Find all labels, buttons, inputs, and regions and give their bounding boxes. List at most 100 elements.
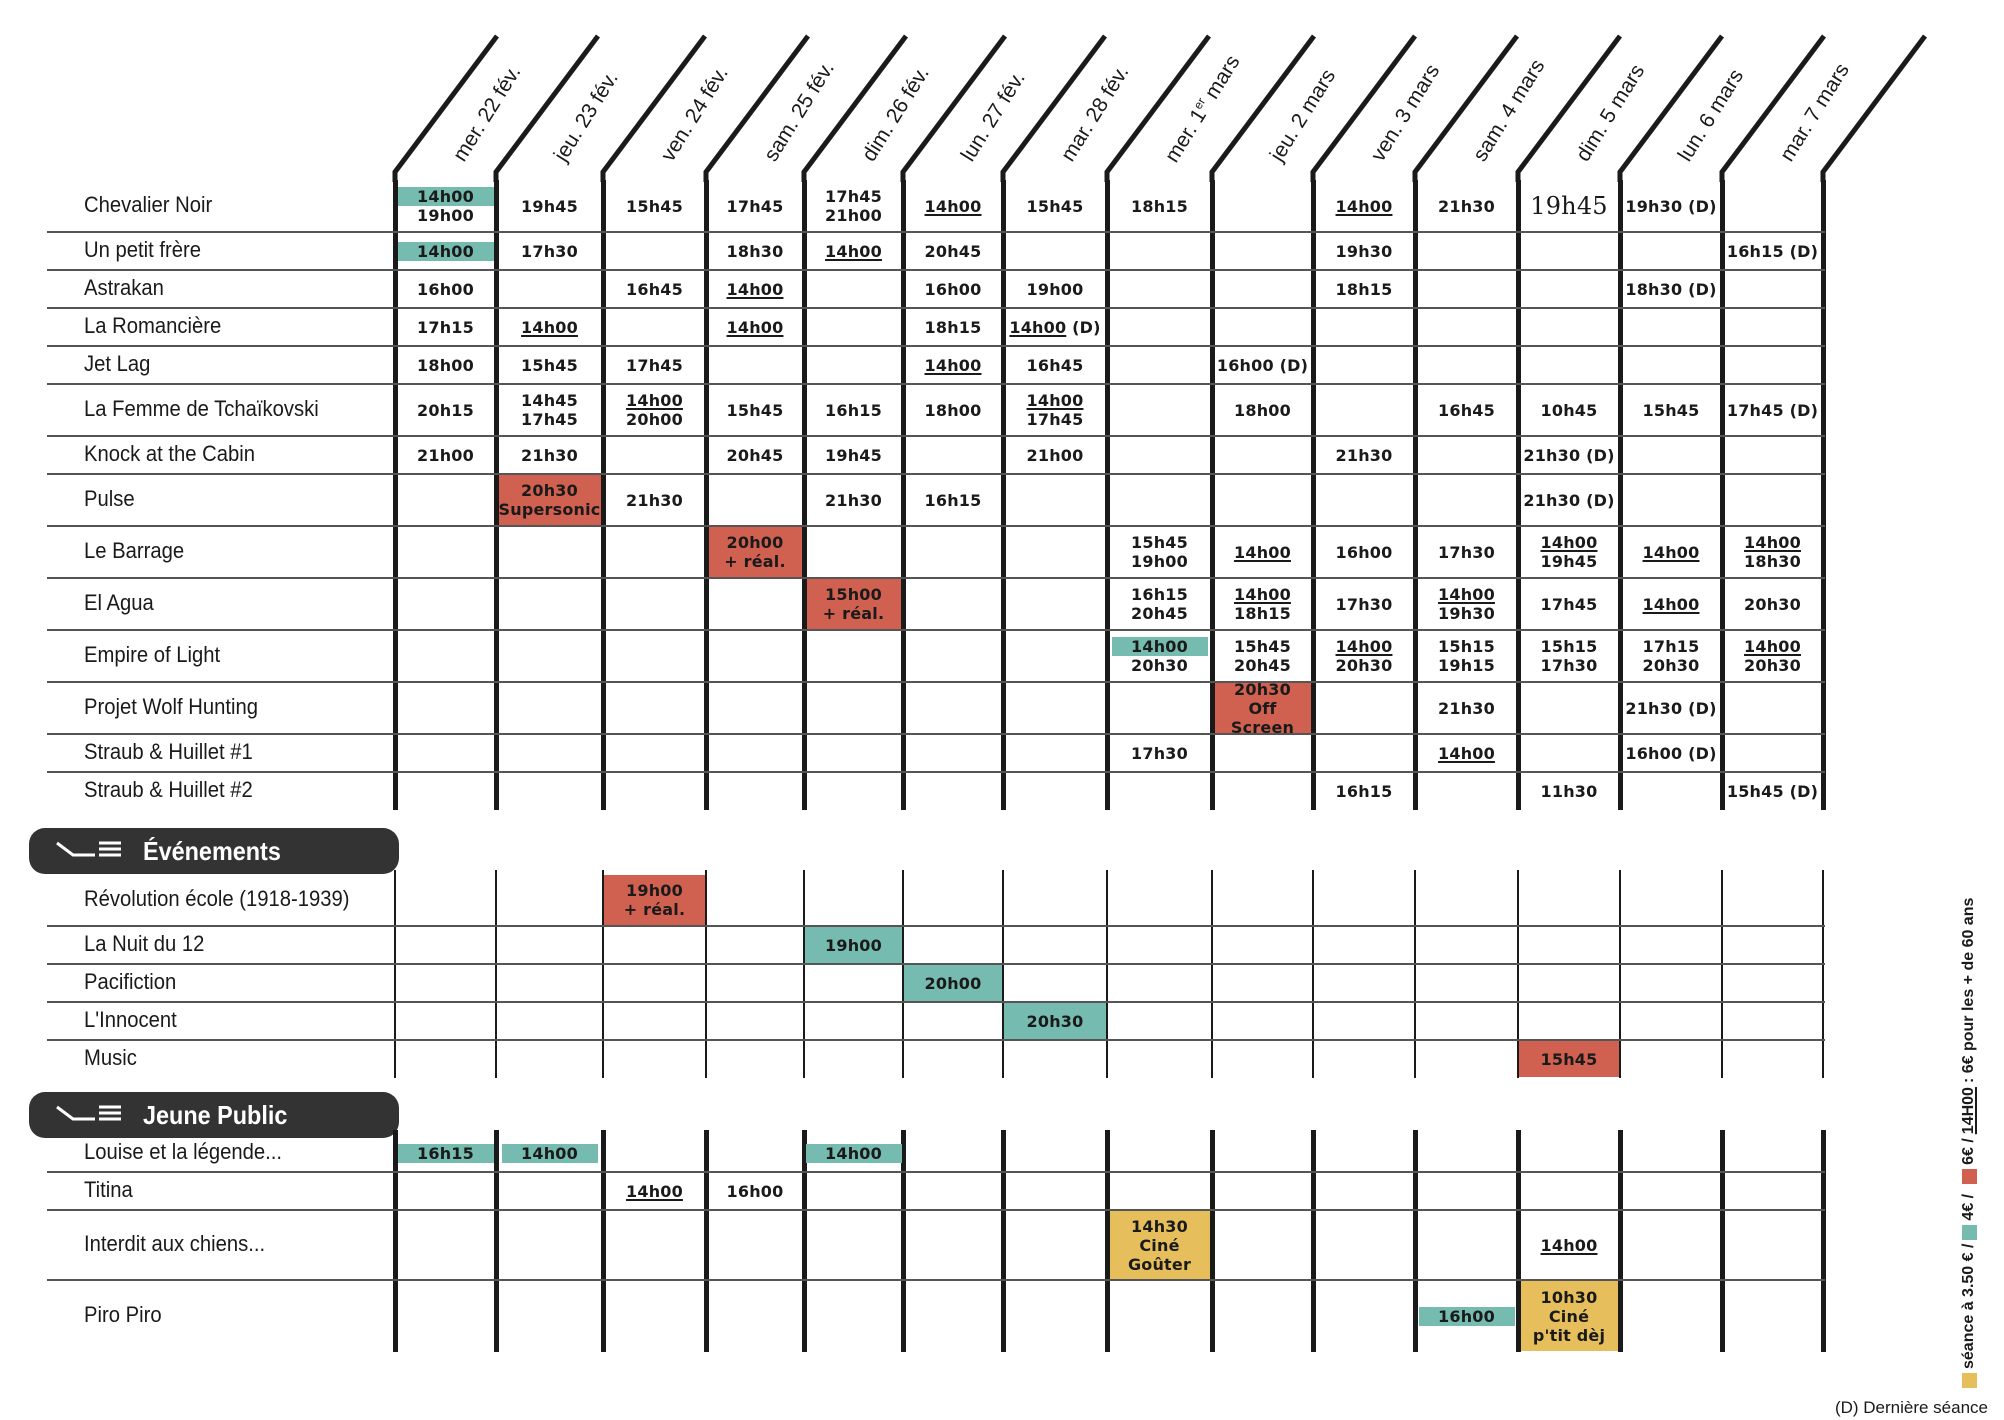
screening-time[interactable]: 17h45 (D) bbox=[1726, 400, 1819, 420]
screening-cell[interactable]: 14h00 17h45 bbox=[1006, 385, 1105, 435]
screening-cell[interactable]: 21h00 bbox=[1006, 437, 1105, 473]
screening-time[interactable]: 17h45 bbox=[626, 355, 683, 375]
screening-cell[interactable]: 21h30 (D) bbox=[1521, 475, 1618, 525]
film-title[interactable]: Pacifiction bbox=[84, 969, 177, 994]
film-title[interactable]: La Romancière bbox=[84, 313, 222, 338]
screening-time[interactable]: 19h45 bbox=[521, 196, 578, 216]
screening-cell[interactable]: 14h00 bbox=[807, 233, 901, 269]
screening-time[interactable]: 18h30 bbox=[726, 241, 784, 261]
screening-cell[interactable]: 14h00 20h00 bbox=[606, 385, 704, 435]
screening-cell[interactable]: 20h30 Supersonic bbox=[498, 475, 601, 525]
screening-time[interactable]: 14h00 bbox=[1335, 196, 1393, 216]
screening-time[interactable]: Supersonic bbox=[498, 500, 601, 519]
screening-cell[interactable]: 10h30 Ciné p'tit dèj bbox=[1520, 1281, 1618, 1351]
screening-time[interactable]: 16h15 (D) bbox=[1726, 241, 1819, 261]
film-title[interactable]: El Agua bbox=[84, 590, 154, 615]
screening-time[interactable]: 21h30 bbox=[626, 490, 683, 510]
screening-cell[interactable]: 16h15 bbox=[397, 1135, 494, 1171]
film-title[interactable]: La Nuit du 12 bbox=[84, 931, 205, 956]
screening-time[interactable]: 15h45 bbox=[1234, 637, 1291, 656]
screening-cell[interactable]: 17h15 20h30 bbox=[1623, 631, 1720, 681]
film-title[interactable]: Music bbox=[84, 1045, 137, 1070]
screening-time[interactable]: 20h30 bbox=[521, 481, 578, 500]
film-title[interactable]: Astrakan bbox=[84, 275, 164, 300]
screening-cell[interactable]: 16h15 20h45 bbox=[1110, 579, 1210, 629]
screening-cell[interactable]: 17h30 bbox=[499, 233, 601, 269]
screening-cell[interactable]: 15h00 + réal. bbox=[806, 579, 901, 629]
screening-cell[interactable]: 10h45 bbox=[1521, 385, 1618, 435]
screening-time[interactable]: 14h00 bbox=[1540, 533, 1598, 552]
screening-cell[interactable]: 20h30 Off Screen bbox=[1214, 679, 1311, 737]
screening-cell[interactable]: 17h30 bbox=[1316, 579, 1413, 629]
screening-cell[interactable]: 19h45 bbox=[1521, 181, 1618, 231]
screening-time[interactable]: 16h00 (D) bbox=[1625, 743, 1717, 763]
screening-time[interactable]: 21h30 bbox=[521, 445, 578, 465]
screening-cell[interactable]: 14h00 bbox=[1215, 527, 1311, 577]
screening-time[interactable]: Ciné bbox=[1548, 1306, 1590, 1326]
screening-time[interactable]: 19h45 bbox=[1530, 191, 1608, 220]
screening-cell[interactable]: 14h00 bbox=[709, 309, 802, 345]
screening-time[interactable]: 18h00 bbox=[924, 400, 982, 420]
screening-time[interactable]: 21h30 (D) bbox=[1523, 445, 1615, 465]
screening-time[interactable]: 14h00 bbox=[1744, 637, 1801, 656]
screening-time[interactable]: 16h00 bbox=[1335, 542, 1393, 562]
screening-cell[interactable]: 14h30 Ciné Goûter bbox=[1109, 1211, 1210, 1279]
screening-time[interactable]: 15h15 bbox=[1540, 637, 1598, 656]
screening-time[interactable]: 20h45 bbox=[1131, 604, 1188, 623]
screening-time[interactable]: 14h00 bbox=[825, 241, 882, 261]
screening-time[interactable]: 18h15 bbox=[1234, 604, 1291, 623]
screening-time[interactable]: 20h45 bbox=[924, 241, 982, 261]
screening-time[interactable]: 17h30 bbox=[1131, 743, 1188, 763]
screening-time[interactable]: 10h45 bbox=[1540, 400, 1598, 420]
screening-cell[interactable]: 16h00 bbox=[906, 271, 1001, 307]
screening-time[interactable]: 18h15 bbox=[1131, 196, 1188, 216]
film-title[interactable]: Révolution école (1918-1939) bbox=[84, 886, 350, 911]
screening-time[interactable]: 10h30 bbox=[1540, 1287, 1598, 1307]
screening-time[interactable]: 16h15 bbox=[1335, 781, 1393, 801]
screening-cell[interactable]: 18h30 bbox=[709, 233, 802, 269]
screening-time[interactable]: 14h00 bbox=[726, 279, 784, 299]
screening-time[interactable]: 20h00 bbox=[726, 533, 784, 552]
screening-cell[interactable]: 15h45 20h45 bbox=[1215, 631, 1311, 681]
screening-time[interactable]: 14h00 bbox=[1009, 317, 1067, 337]
screening-cell[interactable]: 20h30 bbox=[1725, 579, 1821, 629]
screening-cell[interactable]: 14h00 bbox=[1418, 735, 1516, 771]
screening-cell[interactable]: 14h00 19h30 bbox=[1418, 579, 1516, 629]
screening-cell[interactable]: 17h30 bbox=[1110, 735, 1210, 771]
screening-time[interactable]: 14h00 bbox=[626, 1181, 683, 1201]
screening-cell[interactable]: 16h15 bbox=[1316, 773, 1413, 809]
screening-time[interactable]: Goûter bbox=[1127, 1254, 1192, 1274]
screening-time[interactable]: 15h45 (D) bbox=[1726, 781, 1819, 801]
screening-cell[interactable]: 15h45 bbox=[499, 347, 601, 383]
screening-cell[interactable]: 17h45 bbox=[606, 347, 704, 383]
screening-cell[interactable]: 14h00 (D) bbox=[1006, 309, 1105, 345]
screening-time[interactable]: 21h30 bbox=[1438, 698, 1495, 718]
screening-time[interactable]: 14h00 bbox=[397, 241, 494, 261]
screening-time[interactable]: 14h00 bbox=[1111, 637, 1208, 656]
screening-cell[interactable]: 16h15 (D) bbox=[1725, 233, 1821, 269]
screening-cell[interactable]: 16h00 (D) bbox=[1623, 735, 1720, 771]
screening-time[interactable]: 19h30 bbox=[1335, 241, 1393, 261]
screening-time[interactable]: 20h30 bbox=[1234, 679, 1291, 699]
screening-time[interactable]: 16h15 bbox=[825, 400, 882, 420]
screening-time[interactable]: 14h45 bbox=[521, 391, 578, 410]
screening-cell[interactable]: 16h15 bbox=[807, 385, 901, 435]
screening-cell[interactable]: 20h00 + réal. bbox=[708, 527, 802, 577]
screening-cell[interactable]: 14h00 bbox=[499, 309, 601, 345]
screening-cell[interactable]: 15h45 bbox=[1623, 385, 1720, 435]
film-title[interactable]: Louise et la légende... bbox=[84, 1139, 283, 1164]
screening-time[interactable]: 14h00 bbox=[1234, 585, 1291, 604]
screening-cell[interactable]: 21h30 bbox=[606, 475, 704, 525]
screening-cell[interactable]: 15h15 19h15 bbox=[1418, 631, 1516, 681]
screening-time[interactable]: p'tit dèj bbox=[1532, 1325, 1606, 1345]
screening-cell[interactable]: 16h45 bbox=[1006, 347, 1105, 383]
screening-cell[interactable]: 16h00 (D) bbox=[1215, 347, 1311, 383]
screening-cell[interactable]: 18h15 bbox=[1316, 271, 1413, 307]
screening-time[interactable]: 14h00 bbox=[397, 187, 494, 206]
screening-cell[interactable]: 17h15 bbox=[398, 309, 494, 345]
screening-time[interactable]: 16h00 bbox=[726, 1181, 784, 1201]
screening-cell[interactable]: 19h30 bbox=[1316, 233, 1413, 269]
screening-time[interactable]: 14h00 bbox=[924, 355, 982, 375]
film-title[interactable]: Knock at the Cabin bbox=[84, 441, 256, 466]
screening-time[interactable]: 14h00 bbox=[1438, 743, 1495, 763]
